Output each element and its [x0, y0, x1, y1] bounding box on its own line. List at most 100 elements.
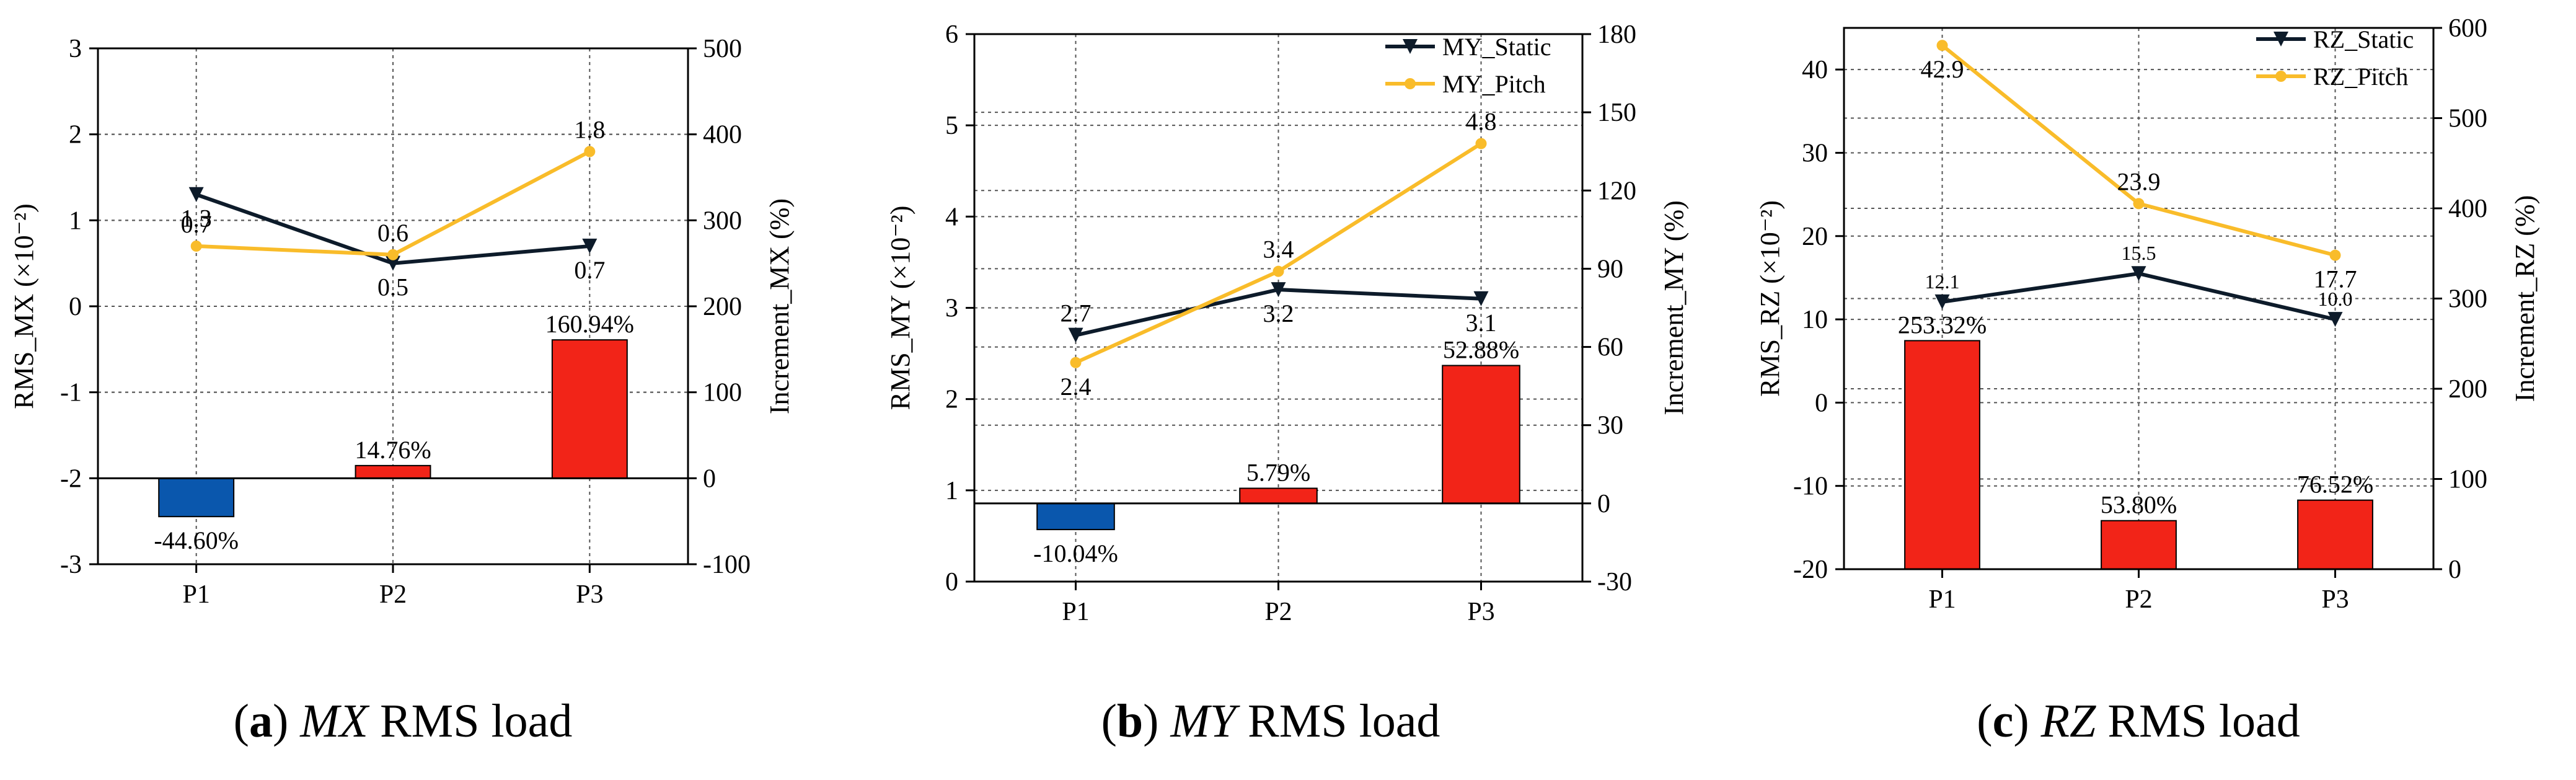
tick-label-x: P2 — [1264, 598, 1292, 626]
tick-label-x: P3 — [576, 580, 603, 609]
tick-label-right: 90 — [1597, 255, 1623, 283]
marker-MY_Static — [1068, 327, 1083, 343]
tick-label-left: -2 — [60, 464, 82, 493]
marker-MY_Pitch — [1273, 265, 1284, 277]
marker-RZ_Pitch — [2133, 198, 2145, 210]
marker-MX_Static — [188, 187, 204, 202]
tick-label-right: 300 — [703, 206, 742, 235]
bar-P3 — [1442, 365, 1520, 504]
legend-marker — [2275, 71, 2287, 82]
bar-P1 — [158, 477, 235, 518]
point-data-label: 42.9 — [1921, 55, 1964, 83]
legend-label: MY_Static — [1442, 33, 1551, 61]
tick-label-left: 5 — [945, 112, 958, 140]
bar-P2 — [2101, 520, 2177, 570]
tick-label-right: 500 — [2448, 105, 2487, 133]
marker-RZ_Pitch — [2329, 249, 2341, 261]
legend-marker — [1403, 39, 1418, 54]
tick-label-left: 2 — [69, 121, 82, 149]
tick-label-right: 0 — [2448, 556, 2461, 584]
y-axis-title-left: RMS_RZ (×10⁻²) — [1755, 200, 1785, 397]
point-data-label: 2.7 — [1061, 299, 1092, 327]
tick-label-left: -10 — [1793, 472, 1828, 501]
tick-label-left: 1 — [69, 206, 82, 235]
marker-MY_Static — [1473, 291, 1489, 306]
tick-label-right: 400 — [703, 121, 742, 149]
tick-label-left: 3 — [69, 35, 82, 63]
caption-a: (a) MX RMS load — [233, 695, 573, 747]
point-data-label: 23.9 — [2117, 167, 2161, 195]
y-axis-title-right: Increment_MX (%) — [764, 198, 795, 414]
tick-label-right: 200 — [703, 293, 742, 321]
bar-data-label: 160.94% — [545, 310, 634, 338]
bar-data-label: 76.52% — [2297, 471, 2373, 499]
legend-label: MY_Pitch — [1442, 70, 1546, 98]
tick-label-right: 100 — [2448, 466, 2487, 494]
bar-P2 — [1239, 487, 1318, 504]
tick-label-left: 1 — [945, 477, 958, 505]
legend-label: RZ_Static — [2313, 25, 2414, 53]
marker-RZ_Pitch — [1936, 40, 1948, 51]
tick-label-x: P2 — [2125, 585, 2152, 614]
point-data-label: 3.2 — [1263, 299, 1294, 327]
legend-marker — [2274, 32, 2288, 47]
marker-MX_Static — [582, 238, 598, 254]
point-data-label: 12.1 — [1925, 270, 1960, 293]
tick-label-left: 10 — [1802, 306, 1828, 334]
tick-label-right: 180 — [1597, 20, 1636, 49]
marker-RZ_Static — [2327, 312, 2343, 327]
tick-label-x: P1 — [1928, 585, 1956, 614]
point-data-label: 3.1 — [1466, 309, 1497, 337]
point-data-label: 2.4 — [1061, 373, 1092, 401]
point-data-label: 0.6 — [377, 219, 408, 247]
tick-label-left: 3 — [945, 295, 958, 323]
tick-label-right: 100 — [703, 379, 742, 407]
tick-label-left: 2 — [945, 386, 958, 414]
marker-MX_Pitch — [387, 249, 399, 260]
bar-P3 — [551, 339, 628, 479]
point-data-label: 3.4 — [1263, 236, 1294, 264]
tick-label-right: 30 — [1597, 412, 1623, 440]
tick-label-right: -100 — [703, 551, 751, 579]
tick-label-left: 0 — [69, 293, 82, 321]
point-data-label: 1.3 — [181, 205, 212, 233]
bar-data-label: 53.80% — [2101, 491, 2177, 519]
bar-P2 — [355, 464, 431, 479]
tick-label-left: -1 — [60, 379, 82, 407]
tick-label-left: 30 — [1802, 139, 1828, 167]
point-data-label: 0.5 — [377, 273, 408, 301]
marker-RZ_Static — [1934, 294, 1950, 309]
tick-label-x: P3 — [1467, 598, 1494, 626]
point-data-label: 1.8 — [574, 115, 605, 143]
marker-MY_Static — [1271, 282, 1286, 298]
tick-label-x: P1 — [182, 580, 210, 609]
y-axis-title-right: Increment_RZ (%) — [2510, 195, 2540, 402]
tick-label-right: -30 — [1597, 568, 1632, 596]
bar-P1 — [1904, 340, 1980, 570]
bar-P1 — [1036, 502, 1115, 531]
tick-label-x: P2 — [379, 580, 407, 609]
bar-data-label: 253.32% — [1898, 311, 1987, 339]
marker-MY_Pitch — [1475, 138, 1487, 149]
marker-MX_Pitch — [190, 240, 202, 252]
y-axis-title-right: Increment_MY (%) — [1659, 200, 1689, 415]
tick-label-x: P3 — [2321, 585, 2349, 614]
tick-label-left: 0 — [945, 568, 958, 596]
marker-RZ_Static — [2131, 266, 2146, 281]
tick-label-right: 600 — [2448, 14, 2487, 43]
bar-data-label: 52.88% — [1443, 336, 1519, 364]
tick-label-right: 120 — [1597, 177, 1636, 205]
y-axis-title-left: RMS_MY (×10⁻²) — [885, 206, 915, 410]
chart-panel-a: -44.60% 14.76% 160.94% 1.3 0.5 0.7 0.7 0.6 1.8 -3… — [9, 35, 795, 609]
bar-data-label: 5.79% — [1246, 459, 1310, 487]
tick-label-right: 300 — [2448, 285, 2487, 314]
tick-label-left: 20 — [1802, 223, 1828, 251]
tick-label-right: 400 — [2448, 195, 2487, 223]
chart-panel-c: 253.32% 53.80% 76.52% 12.1 15.5 10.0 42.9 23.9 1… — [1755, 14, 2540, 614]
tick-label-left: 6 — [945, 20, 958, 49]
bar-P3 — [2297, 499, 2373, 570]
bar-data-label: -44.60% — [154, 526, 239, 554]
bar-data-label: -10.04% — [1033, 539, 1118, 567]
tick-label-right: 60 — [1597, 334, 1623, 362]
